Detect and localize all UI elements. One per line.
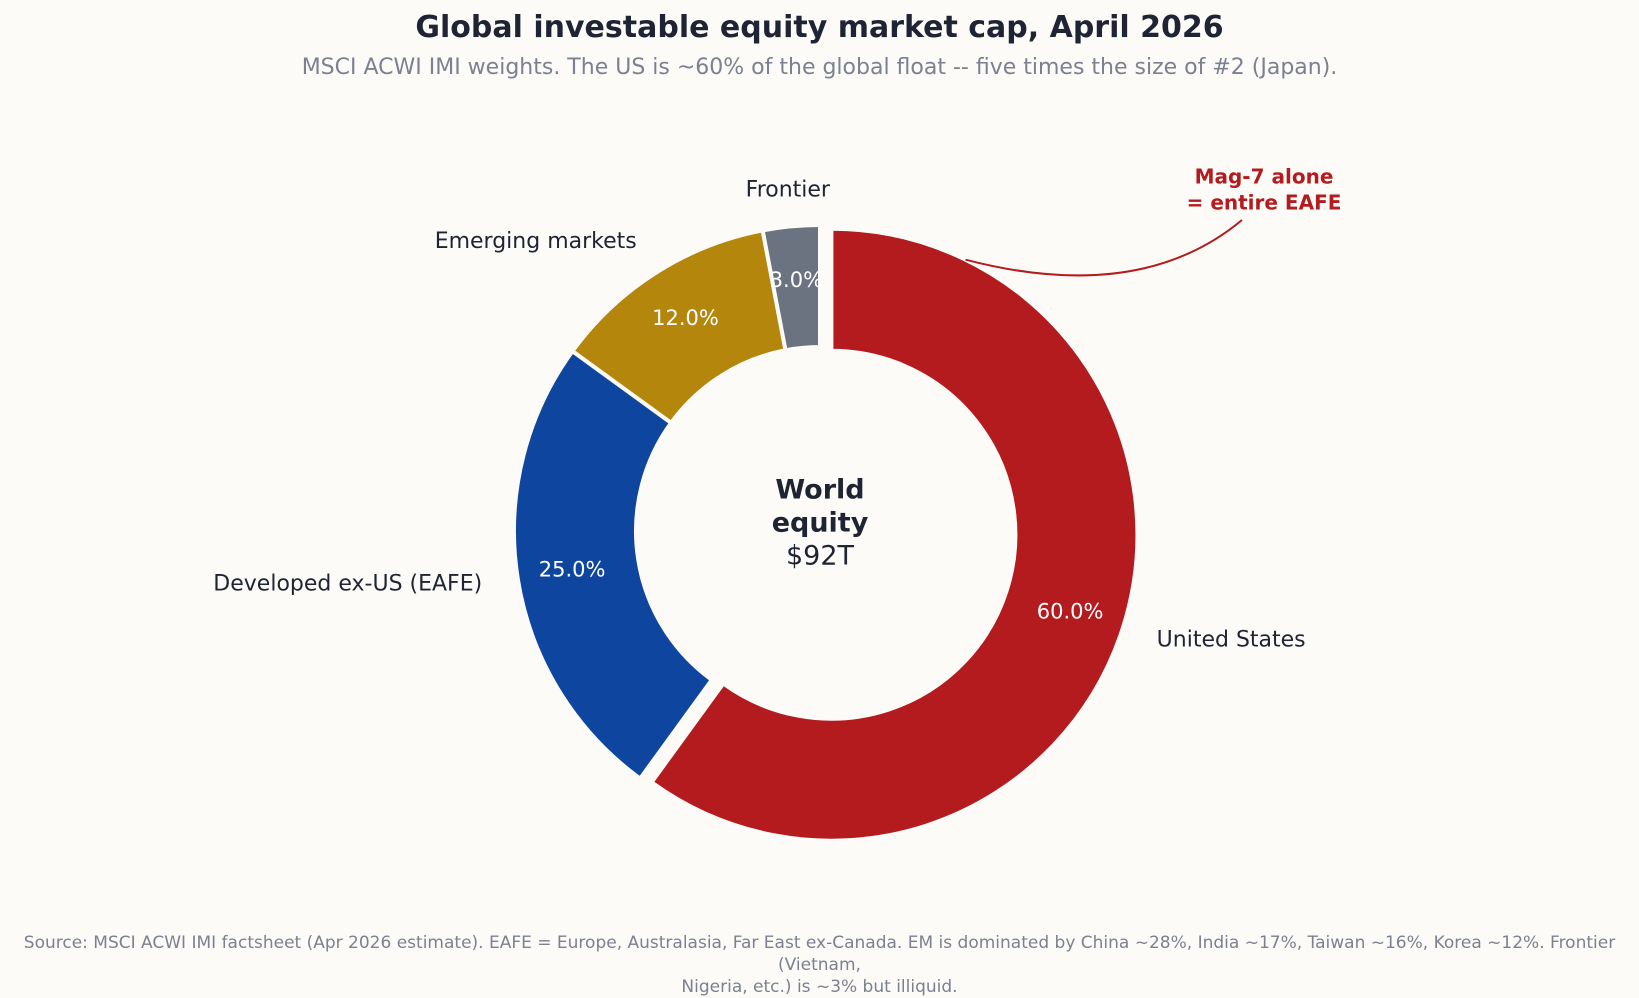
source-footnote: Source: MSCI ACWI IMI factsheet (Apr 202… [0, 932, 1639, 998]
center-label-line-2: equity [772, 508, 869, 539]
pct-label-frontier: 3.0% [770, 268, 823, 292]
center-label-line-1: World [775, 475, 864, 506]
pct-label-emerging-markets: 12.0% [652, 306, 719, 330]
slice-united-states [649, 226, 1140, 843]
footnote-line-1: Source: MSCI ACWI IMI factsheet (Apr 202… [23, 933, 1616, 975]
category-label-united-states: United States [1157, 627, 1306, 652]
annotation-line-2: = entire EAFE [1187, 191, 1342, 215]
annotation-leader-line [965, 219, 1243, 277]
category-label-emerging-markets: Emerging markets [435, 229, 637, 254]
footnote-line-2: Nigeria, etc.) is ~3% but illiquid. [681, 977, 958, 997]
pct-label-developed-ex-us-eafe: 25.0% [539, 557, 606, 581]
chart-subtitle: MSCI ACWI IMI weights. The US is ~60% of… [301, 55, 1338, 80]
category-label-frontier: Frontier [746, 178, 831, 203]
chart-title: Global investable equity market cap, Apr… [415, 10, 1224, 45]
slice-frontier [760, 223, 822, 353]
slice-developed-ex-us-eafe [512, 349, 714, 781]
category-label-developed-ex-us-eafe: Developed ex-US (EAFE) [213, 572, 482, 597]
pct-label-united-states: 60.0% [1037, 599, 1104, 623]
annotation-line-1: Mag-7 alone [1195, 165, 1334, 189]
center-label-line-3: $92T [786, 541, 855, 572]
